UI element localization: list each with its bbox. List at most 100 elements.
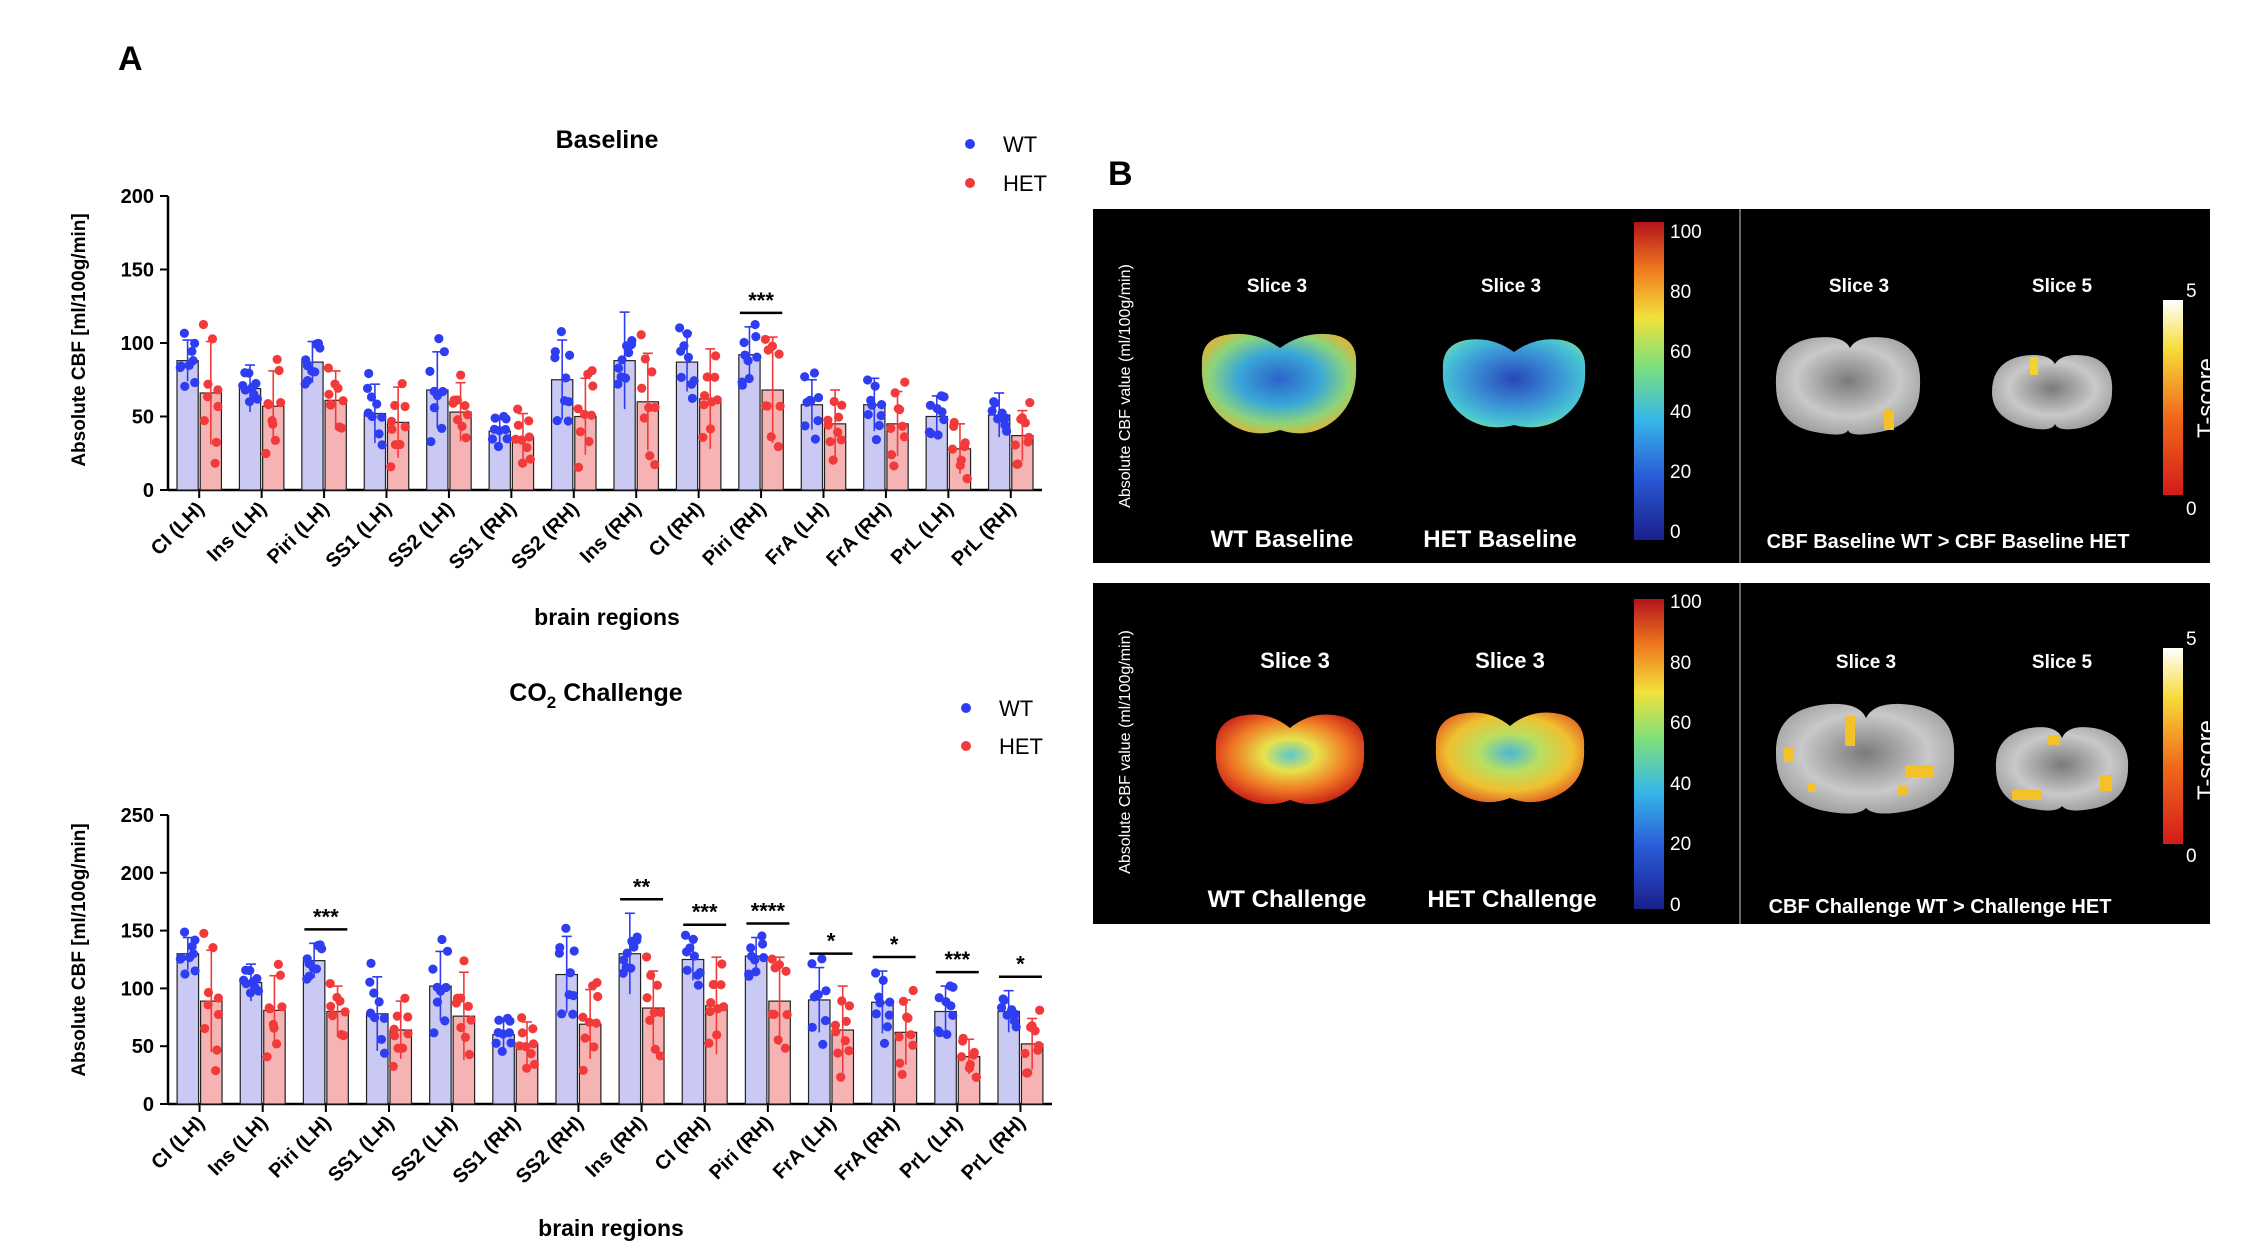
wt-data-point	[933, 430, 943, 440]
het-data-point	[397, 1043, 408, 1053]
het-data-point	[213, 401, 223, 412]
het-data-point	[716, 980, 726, 990]
top-slice-label-right-2: Slice 5	[2032, 276, 2093, 297]
het-data-point	[652, 980, 662, 990]
wt-data-point	[757, 939, 768, 949]
top-cbar-tick-0: 0	[1670, 522, 1681, 543]
cluster	[1784, 748, 1794, 762]
het-data-point	[906, 1030, 916, 1040]
het-data-point	[460, 400, 470, 411]
y-tick-label: 0	[143, 1094, 154, 1116]
het-data-point	[889, 461, 899, 471]
het-data-point	[908, 985, 918, 996]
wt-data-point	[432, 997, 443, 1007]
het-baseline-brain-map	[1442, 339, 1586, 428]
x-category-label: FrA (LH)	[769, 1112, 841, 1184]
wt-data-point	[190, 338, 200, 348]
wt-data-point	[737, 377, 747, 387]
het-data-point	[463, 1001, 473, 1011]
x-category-label: SS1 (LH)	[322, 498, 396, 572]
top-tscore-min: 0	[2186, 499, 2197, 520]
het-data-point	[517, 1013, 527, 1023]
wt-data-point	[315, 343, 325, 353]
het-data-point	[586, 410, 597, 420]
wt-data-point	[377, 440, 387, 450]
wt-data-point	[934, 993, 944, 1003]
wt-data-point	[679, 341, 689, 351]
het-data-point	[524, 416, 534, 426]
wt-data-point	[187, 346, 197, 356]
bottom-colorbar-ylabel: Absolute CBF value (ml/100g/min)	[1117, 630, 1134, 874]
het-data-point	[650, 402, 660, 413]
top-map-label-wt: WT Baseline	[1211, 526, 1354, 553]
het-data-point	[656, 1007, 666, 1017]
wt-data-point	[752, 352, 762, 362]
wt-data-point	[429, 403, 439, 413]
het-data-point	[580, 1033, 590, 1043]
wt-data-point	[491, 1038, 501, 1048]
x-category-label: CI (RH)	[645, 498, 708, 561]
het-data-point	[324, 389, 334, 399]
het-data-point	[844, 1046, 854, 1056]
challenge-chart: CO2 Challenge brain regions Absolute CBF…	[69, 679, 1052, 1241]
het-data-point	[639, 413, 649, 423]
wt-data-point	[439, 347, 449, 357]
wt-data-point	[238, 380, 248, 391]
wt-data-point	[190, 377, 200, 388]
wt-data-point	[248, 977, 258, 987]
top-tscore-colorbar	[2163, 300, 2183, 495]
het-data-point	[702, 372, 712, 382]
het-data-point	[460, 1032, 471, 1042]
bottom-cbar-tick-100: 100	[1670, 592, 1702, 613]
het-data-point	[769, 1009, 779, 1020]
wt-data-point	[925, 400, 936, 410]
top-tscore-max: 5	[2186, 281, 2197, 302]
bottom-cbf-colorbar	[1634, 599, 1664, 909]
wt-data-point	[619, 955, 629, 965]
significance-stars: *	[827, 929, 836, 954]
wt-data-point	[565, 968, 575, 978]
top-tmap-slice3	[1775, 337, 1921, 435]
wt-data-point	[437, 423, 447, 433]
het-data-point	[270, 435, 280, 445]
het-data-point	[760, 334, 770, 345]
wt-data-point	[379, 1013, 389, 1023]
wt-data-point	[557, 1009, 567, 1019]
wt-data-point	[374, 429, 384, 439]
het-data-point	[573, 404, 583, 414]
het-data-point	[898, 996, 909, 1006]
wt-data-point	[994, 413, 1004, 423]
wt-data-point	[871, 435, 881, 445]
wt-challenge-brain-map	[1215, 714, 1365, 805]
het-data-point	[392, 1011, 402, 1021]
het-data-point	[386, 416, 397, 426]
wt-data-point	[379, 1048, 390, 1058]
wt-data-point	[241, 965, 251, 975]
wt-data-point	[687, 393, 698, 403]
wt-data-point	[946, 1001, 956, 1011]
wt-data-point	[494, 1015, 504, 1025]
wt-data-point	[882, 1022, 893, 1032]
het-data-point	[456, 370, 466, 380]
het-data-point	[573, 462, 584, 472]
legend-wt-marker	[965, 139, 975, 149]
het-data-point	[650, 459, 660, 470]
x-category-label: SS2 (RH)	[507, 498, 583, 574]
het-data-point	[389, 1031, 400, 1041]
het-data-point	[773, 1035, 783, 1045]
challenge-title-rest: Challenge	[556, 679, 683, 707]
wt-data-point	[680, 930, 691, 940]
cluster	[2048, 735, 2060, 745]
het-data-point	[200, 1023, 210, 1034]
het-challenge-brain-map	[1435, 712, 1585, 803]
het-data-point	[897, 421, 908, 431]
bottom-cbar-tick-0: 0	[1670, 895, 1681, 916]
het-data-point	[699, 391, 710, 401]
wt-data-point	[989, 397, 999, 407]
het-data-point	[213, 385, 223, 395]
x-category-label: SS1 (RH)	[449, 1112, 525, 1188]
x-category-label: Ins (LH)	[203, 498, 271, 566]
wt-data-point	[863, 375, 873, 385]
wt-data-point	[751, 331, 761, 342]
top-map-label-het: HET Baseline	[1423, 526, 1576, 553]
